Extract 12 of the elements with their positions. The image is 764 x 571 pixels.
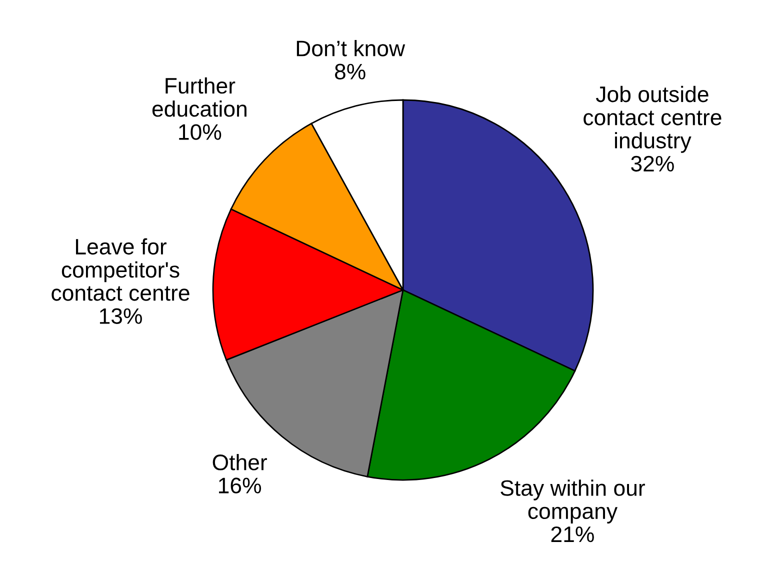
data-label: 13% [100, 308, 142, 324]
data-label: 8% [334, 64, 366, 80]
data-label: 10% [179, 124, 222, 140]
slice-label: Further education [152, 77, 246, 117]
data-label: 21% [551, 526, 594, 542]
slice-label: Other [212, 454, 267, 470]
data-label: 16% [219, 478, 262, 494]
slice-label: Leave for competitor's contact centre [52, 238, 190, 301]
slice-label: Don’t know [296, 40, 406, 56]
data-label: 32% [631, 156, 674, 172]
slice-label: Job outside contact centre industry [584, 86, 722, 153]
slice-label: Stay within our company [500, 480, 645, 524]
